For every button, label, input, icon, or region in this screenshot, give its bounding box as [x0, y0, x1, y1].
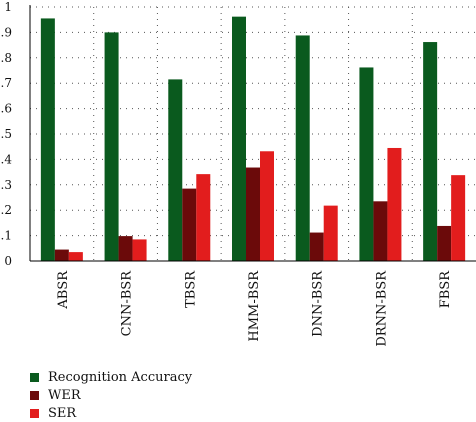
y-tick-label: 1: [4, 0, 12, 14]
y-tick-label: 0.4: [0, 152, 12, 166]
bar-recognition-accuracy-drnn-bsr: [359, 67, 374, 262]
bar-ser-fbsr: [451, 175, 466, 261]
bar-recognition-accuracy-tbsr: [168, 79, 183, 261]
x-tick-label: HMM-BSR: [247, 270, 262, 342]
y-tick-label: 0.6: [0, 102, 12, 116]
bar-ser-hmm-bsr: [260, 151, 274, 261]
bar-recognition-accuracy-hmm-bsr: [232, 16, 246, 261]
x-tick-label: DRNN-BSR: [374, 270, 389, 347]
y-axis-ticks: 0 0.1 0.2 0.3 0.4 0.5 0.6 0.7 0.8 0.9 1: [0, 0, 12, 268]
legend-swatch: [30, 390, 39, 400]
bar-chart: 0 0.1 0.2 0.3 0.4 0.5 0.6 0.7 0.8 0.9 1 ABSR CNN-BS…: [0, 0, 476, 347]
y-tick-label: 0.1: [0, 229, 12, 243]
bar-wer-absr: [54, 249, 69, 261]
legend-swatch: [30, 372, 39, 382]
x-tick-label: TBSR: [183, 270, 198, 308]
bar-wer-fbsr: [437, 225, 452, 261]
legend-label: WER: [48, 387, 81, 403]
legend: Recognition Accuracy WER SER: [30, 368, 192, 422]
x-tick-label: FBSR: [438, 270, 453, 308]
y-tick-label: 0.7: [0, 76, 12, 90]
bar-ser-drnn-bsr: [387, 147, 402, 261]
legend-swatch: [30, 408, 39, 418]
x-axis-category-labels: ABSR CNN-BSR TBSR HMM-BSR DNN-BSR DRNN-BSR FBS…: [56, 270, 453, 347]
legend-label: SER: [48, 405, 77, 421]
bar-wer-drnn-bsr: [373, 201, 388, 261]
bar-ser-cnn-bsr: [132, 239, 147, 261]
bar-wer-tbsr: [182, 188, 197, 261]
bar-ser-tbsr: [196, 174, 211, 261]
legend-item-wer: WER: [30, 386, 192, 404]
y-tick-label: 0.3: [0, 178, 12, 192]
bar-recognition-accuracy-dnn-bsr: [295, 35, 310, 262]
y-tick-label: 0.8: [0, 51, 12, 65]
x-tick-label: DNN-BSR: [311, 270, 326, 337]
y-tick-label: 0: [4, 254, 12, 268]
y-tick-label: 0.5: [0, 127, 12, 141]
bar-recognition-accuracy-cnn-bsr: [104, 32, 119, 262]
bar-ser-dnn-bsr: [323, 205, 338, 261]
legend-label: Recognition Accuracy: [48, 369, 193, 385]
bar-wer-cnn-bsr: [118, 236, 133, 261]
bar-recognition-accuracy-absr: [40, 18, 55, 262]
x-tick-label: CNN-BSR: [120, 270, 135, 337]
x-tick-label: ABSR: [56, 270, 71, 310]
legend-item-recognition-accuracy: Recognition Accuracy: [30, 368, 192, 386]
y-tick-label: 0.2: [0, 203, 12, 217]
bar-wer-dnn-bsr: [309, 232, 324, 261]
bars: [40, 16, 466, 262]
bar-recognition-accuracy-fbsr: [423, 42, 438, 261]
bar-wer-hmm-bsr: [246, 167, 260, 261]
bar-ser-absr: [68, 252, 83, 261]
legend-item-ser: SER: [30, 404, 192, 422]
y-tick-label: 0.9: [0, 25, 12, 39]
